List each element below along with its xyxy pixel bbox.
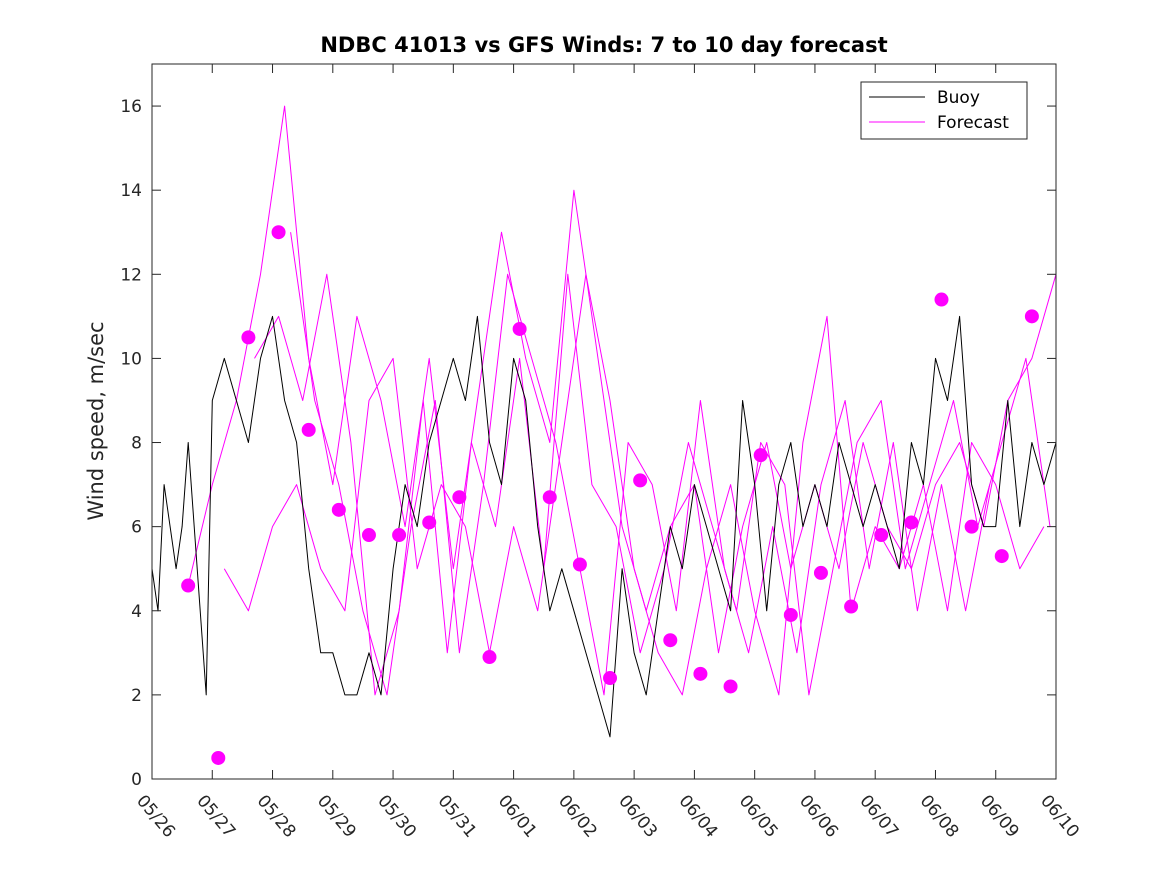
forecast-marker [633, 473, 648, 488]
forecast-marker [331, 502, 346, 517]
forecast-marker [572, 557, 587, 572]
forecast-marker [181, 578, 196, 593]
buoy-series-group [151, 315, 1057, 738]
y-tick-label: 0 [131, 770, 142, 790]
forecast-marker [211, 750, 226, 765]
forecast-marker [301, 422, 316, 437]
forecast-marker [994, 549, 1009, 564]
forecast-marker [512, 321, 527, 336]
forecast-marker [663, 633, 678, 648]
y-tick-label: 12 [120, 265, 142, 285]
forecast-marker [753, 448, 768, 463]
forecast-marker [361, 528, 376, 543]
plot-frame [151, 63, 1057, 780]
plot-area [151, 63, 1057, 780]
plot-background [152, 64, 1056, 779]
forecast-marker [813, 565, 828, 580]
forecast-marker [452, 490, 467, 505]
forecast-marker [844, 599, 859, 614]
chart-title: NDBC 41013 vs GFS Winds: 7 to 10 day for… [320, 33, 887, 57]
forecast-marker [241, 330, 256, 345]
y-tick-label: 4 [131, 602, 142, 622]
forecast-marker [783, 607, 798, 622]
forecast-marker [422, 515, 437, 530]
forecast-series-group [187, 105, 1057, 696]
y-tick-label: 10 [120, 349, 142, 369]
forecast-marker [482, 650, 497, 665]
forecast-marker [934, 292, 949, 307]
y-tick-label: 6 [131, 518, 142, 538]
y-tick-label: 14 [120, 181, 142, 201]
forecast-series-line-4 [290, 232, 991, 696]
forecast-markers-group [181, 225, 1039, 765]
legend-buoy-label: Buoy [937, 88, 980, 108]
forecast-marker [603, 671, 618, 686]
legend-forecast-label: Forecast [937, 113, 1009, 133]
y-axis-label: Wind speed, m/sec [84, 321, 108, 520]
forecast-marker [542, 490, 557, 505]
forecast-marker [904, 515, 919, 530]
forecast-marker [1024, 309, 1039, 324]
forecast-marker [693, 666, 708, 681]
forecast-marker [964, 519, 979, 534]
forecast-marker [271, 225, 286, 240]
forecast-marker [874, 528, 889, 543]
y-tick-label: 16 [120, 97, 142, 117]
forecast-marker [392, 528, 407, 543]
legend: Buoy Forecast [860, 81, 1028, 140]
forecast-series-line-3 [254, 273, 1051, 696]
y-tick-label: 8 [131, 434, 142, 454]
y-tick-label: 2 [131, 686, 142, 706]
buoy-series-line [151, 315, 1057, 738]
y-axis: 0 2 4 6 8 10 12 14 16 [120, 97, 1056, 790]
forecast-marker [723, 679, 738, 694]
legend-box [860, 81, 1028, 140]
